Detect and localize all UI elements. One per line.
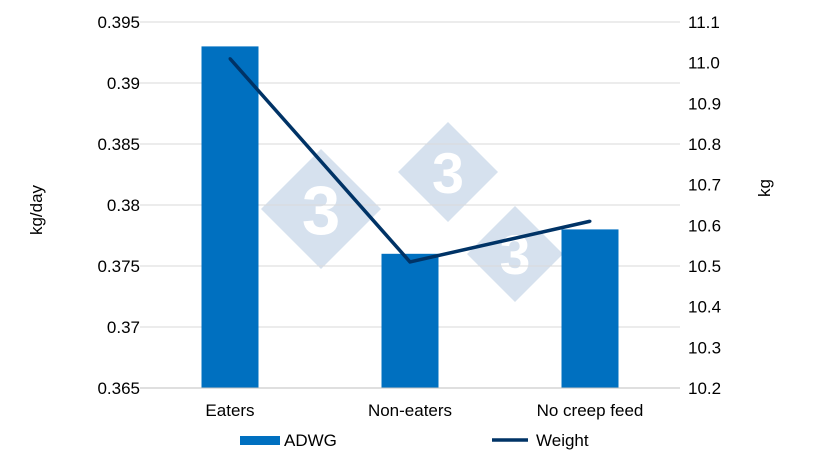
y-tick-label: 0.385 — [97, 135, 140, 154]
bar-non-eaters — [381, 253, 439, 388]
y2-tick-label: 10.9 — [688, 94, 721, 113]
watermark-digit: 3 — [302, 172, 340, 249]
y2-tick-label: 10.8 — [688, 135, 721, 154]
y2-tick-label: 11.1 — [688, 13, 720, 32]
x-axis: Eaters Non-eaters No creep feed — [140, 387, 680, 420]
y2-tick-label: 10.2 — [688, 379, 721, 398]
y2-tick-label: 10.5 — [688, 257, 721, 276]
watermark-digit: 3 — [500, 224, 531, 286]
watermark-logo: 3 33 — [261, 122, 563, 302]
x-tick-label: No creep feed — [537, 401, 644, 420]
bar-eaters — [201, 46, 259, 389]
y2-tick-label: 10.3 — [688, 338, 721, 357]
y2-tick-label: 10.4 — [688, 298, 721, 317]
watermark-diamond — [261, 149, 381, 269]
y2-tick-label: 10.6 — [688, 216, 721, 235]
legend-label-weight: Weight — [536, 431, 589, 450]
x-tick-label: Non-eaters — [368, 401, 452, 420]
y-axis-right-label: kg — [755, 179, 774, 197]
legend-label-adwg: ADWG — [284, 431, 337, 450]
bar-series-adwg — [201, 46, 619, 389]
y-axis-left-label: kg/day — [27, 184, 46, 235]
watermark-diamond — [467, 206, 563, 302]
watermark-diamond — [398, 122, 498, 222]
y2-tick-label: 10.7 — [688, 176, 721, 195]
y2-tick-label: 11.0 — [688, 54, 720, 73]
y-tick-label: 0.375 — [97, 257, 140, 276]
y-tick-label: 0.365 — [97, 379, 140, 398]
watermark-digit: 3 — [432, 142, 464, 206]
y-tick-label: 0.39 — [107, 74, 140, 93]
legend: ADWG Weight — [240, 431, 589, 450]
bar-no-creep-feed — [561, 229, 619, 388]
x-tick-label: Eaters — [205, 401, 254, 420]
legend-swatch-adwg — [240, 436, 280, 445]
y-axis-left: 0.365 0.37 0.375 0.38 0.385 0.39 0.395 — [97, 13, 140, 398]
line-series-weight — [228, 57, 592, 264]
y-tick-label: 0.38 — [107, 196, 140, 215]
weight-point — [228, 57, 232, 61]
weight-point — [588, 219, 592, 223]
weight-point — [408, 260, 412, 264]
y-tick-label: 0.395 — [97, 13, 140, 32]
y-tick-label: 0.37 — [107, 318, 140, 337]
y-axis-right: 10.2 10.3 10.4 10.5 10.6 10.7 10.8 10.9 11.0 11.1 — [688, 13, 721, 398]
